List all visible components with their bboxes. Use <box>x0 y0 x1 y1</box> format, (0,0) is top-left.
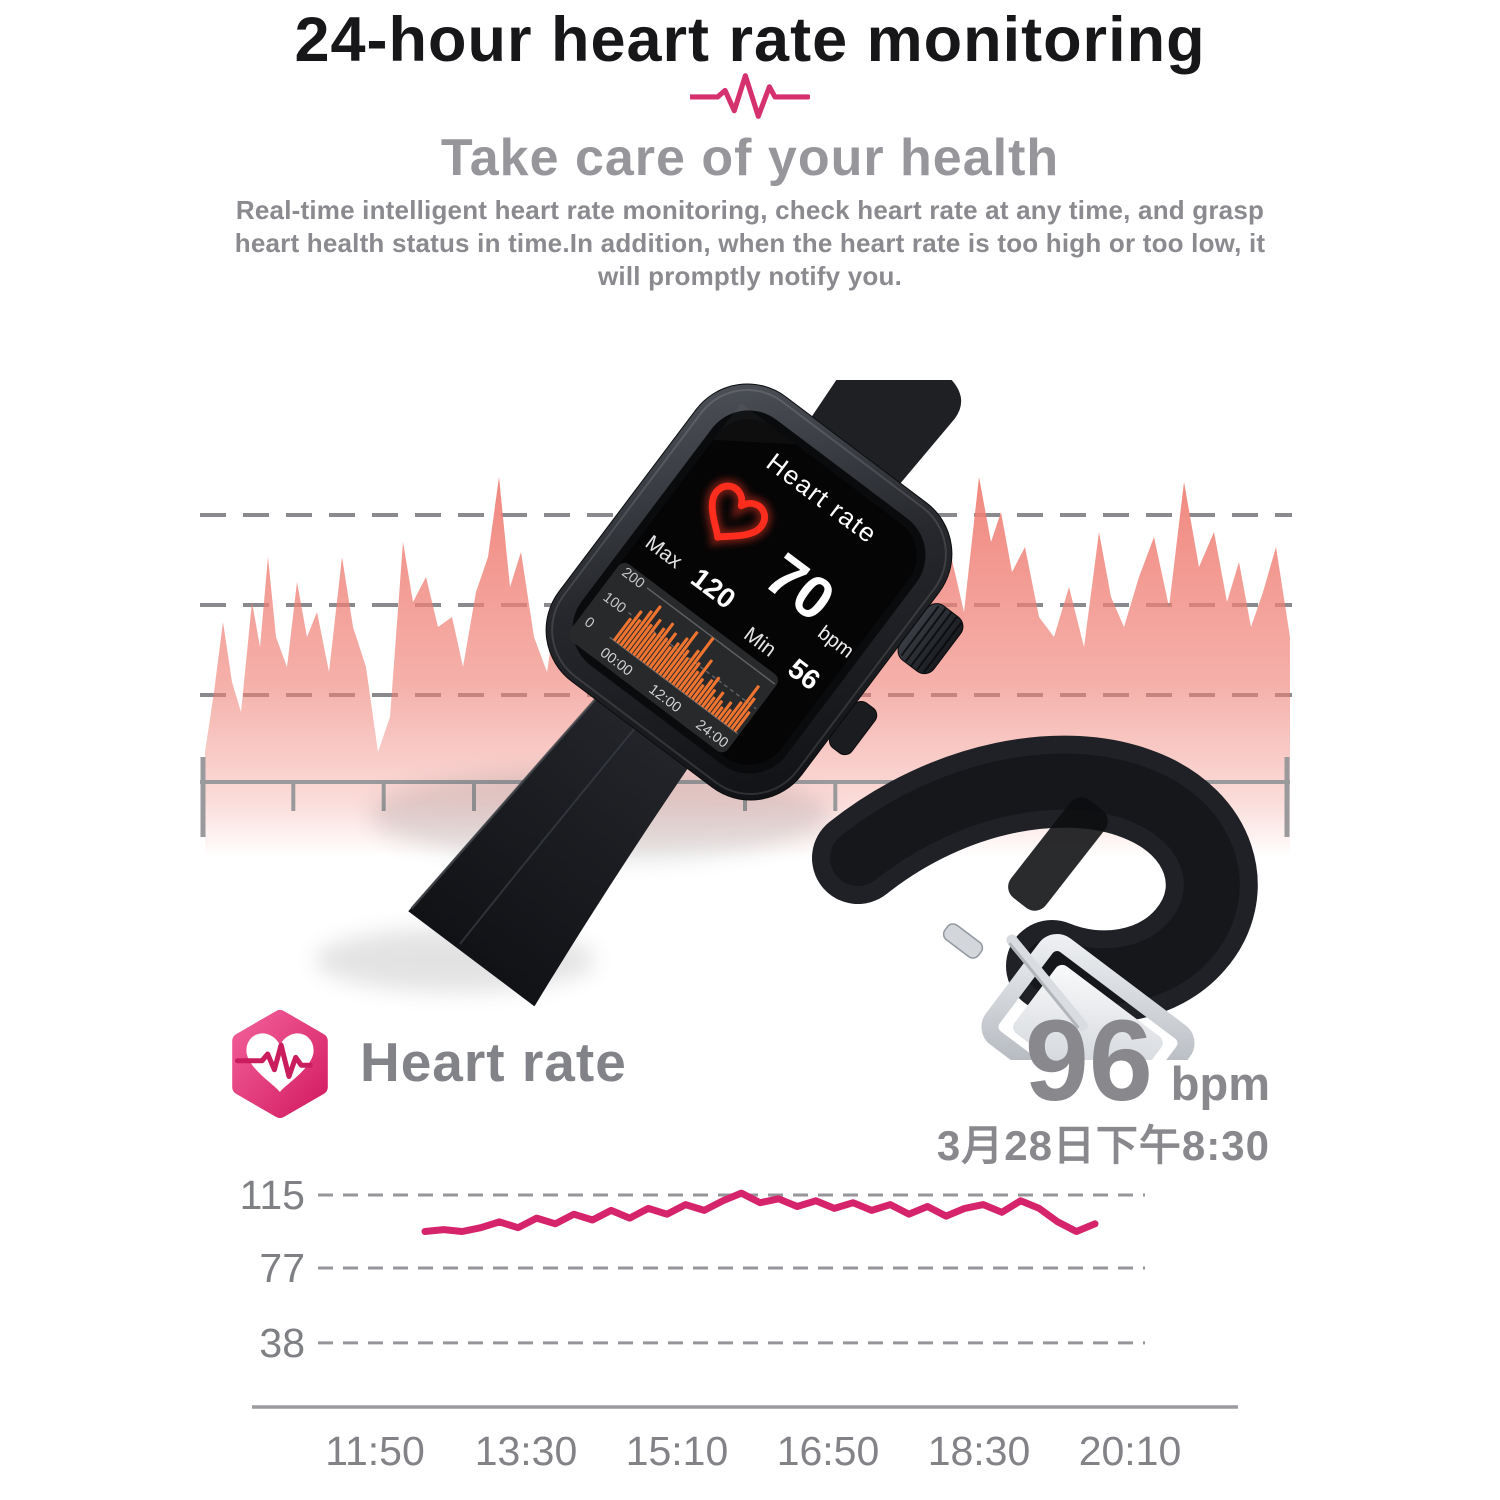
watch-bar <box>723 701 743 725</box>
summary-bpm-value: 96 <box>1024 997 1153 1125</box>
smartwatch: Heart rate 70 bpm Max 120 Min 56 2001000… <box>408 380 964 1007</box>
watch-bar <box>727 685 760 728</box>
subtitle: Take care of your health <box>440 129 1060 187</box>
pulse-line <box>690 73 810 119</box>
watch-bar <box>694 679 714 703</box>
watch-bezel-highlight <box>551 388 947 796</box>
screen-reflection <box>713 403 796 445</box>
buckle-prong-shadow <box>1008 942 1080 1029</box>
watch-side-button <box>828 700 878 756</box>
watch-bar <box>671 649 700 686</box>
chart-x-tick-label: 20:10 <box>1079 1428 1182 1474</box>
hero-illustration: Heart rate 70 bpm Max 120 Min 56 2001000… <box>200 380 1292 1060</box>
watch-bar <box>616 610 643 644</box>
watch-grid-line <box>646 587 776 685</box>
chart-y-tick-label: 77 <box>259 1245 305 1291</box>
chart-x-tick-label: 11:50 <box>325 1428 425 1474</box>
watch-strap-upper <box>812 735 1258 1023</box>
badge-ekg-line <box>234 1042 313 1079</box>
heart-rate-badge <box>232 1010 328 1118</box>
summary-label: Heart rate <box>360 1031 627 1093</box>
chart-gridlines: 115 77 38 <box>240 1172 1145 1366</box>
buckle-plate <box>1013 964 1163 1060</box>
watch-bar <box>642 622 675 664</box>
watch-bar <box>684 659 713 696</box>
watch-bar <box>714 706 724 718</box>
watch-bar <box>678 661 701 691</box>
watch-bar <box>622 610 653 649</box>
watch-bar <box>626 605 662 652</box>
chart-x-tick-label: 15:10 <box>626 1428 729 1474</box>
watch-bar <box>681 670 700 693</box>
watch-bar <box>613 617 632 642</box>
watch-bar <box>629 623 653 654</box>
watch-bar <box>730 697 756 730</box>
strap-seam <box>459 707 652 945</box>
watch-bar <box>649 632 678 669</box>
watch-bar <box>675 637 715 688</box>
buckle-pin <box>942 923 984 959</box>
strap-buckle <box>942 923 1195 1060</box>
description: Real-time intelligent heart rate monitor… <box>234 195 1266 291</box>
pulse-icon <box>690 73 810 119</box>
watch-bar <box>662 631 699 679</box>
watch-bar <box>701 688 717 708</box>
chart-y-tick-label: 115 <box>240 1172 305 1218</box>
watch-bar <box>717 701 733 720</box>
strap-edge-highlight <box>410 677 615 910</box>
summary-value-group: 96 bpm <box>1025 1004 1270 1119</box>
watch-chart-bars <box>613 605 760 733</box>
summary-bpm-unit: bpm <box>1170 1057 1270 1110</box>
watch-crown <box>897 603 964 675</box>
badge-heart-icon <box>234 1033 314 1093</box>
watch-bar <box>688 677 704 698</box>
chart-x-labels: 11:50 13:30 15:10 16:50 18:30 20:10 <box>325 1428 1181 1474</box>
watch-bar <box>652 645 672 671</box>
chart-x-tick-label: 16:50 <box>777 1428 880 1474</box>
heart-icon <box>705 479 772 547</box>
watch-bar <box>636 632 657 659</box>
summary-datetime: 3月28日下午8:30 <box>936 1122 1270 1169</box>
watch-bar <box>691 684 705 701</box>
watch-bar <box>639 627 666 661</box>
watch-bar <box>655 642 680 674</box>
chart-x-tick-label: 18:30 <box>928 1428 1031 1474</box>
buckle-prong <box>1006 934 1088 1032</box>
watch-bar <box>704 696 716 710</box>
watch-bar <box>665 649 690 681</box>
page-title: 24-hour heart rate monitoring <box>294 5 1206 75</box>
watch-bar <box>632 618 662 656</box>
watch-bar <box>645 637 669 666</box>
watch-bar <box>720 708 732 723</box>
chart-x-tick-label: 13:30 <box>475 1428 578 1474</box>
watch-bar <box>697 676 721 706</box>
watch-bar <box>710 700 724 715</box>
chart-y-tick-label: 38 <box>259 1320 305 1366</box>
daily-heart-rate-chart: 115 77 38 11:50 13:30 15:10 16:50 18:30 20:10 <box>240 1172 1238 1474</box>
watch-bar <box>707 691 725 713</box>
watch-bar <box>619 618 642 647</box>
watch-strap-lower <box>408 676 705 1007</box>
watch-bar <box>668 656 690 683</box>
watch-bar <box>658 637 689 676</box>
buckle-frame <box>981 934 1195 1060</box>
strap-keeper-loop <box>1008 797 1108 911</box>
watch-bar <box>733 711 751 733</box>
heart-rate-line <box>421 1189 1099 1235</box>
